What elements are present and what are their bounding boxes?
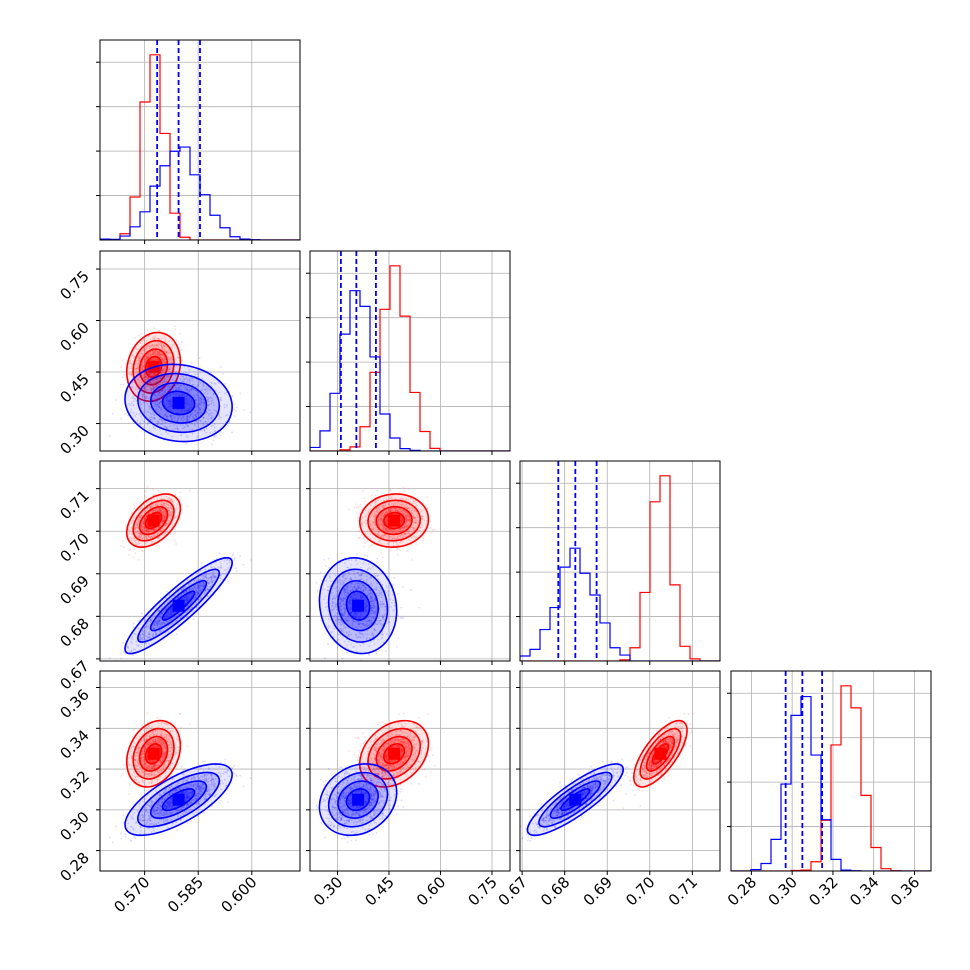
histogram-blue	[520, 547, 720, 661]
panel-2-1	[306, 460, 511, 665]
x-tick-label: 0.30	[310, 873, 346, 909]
panel-1-1	[306, 250, 511, 455]
panel-3-0: 0.570 0.585 0.600 0.28 0.30 0.32 0.34 0.36	[56, 670, 301, 916]
y-tick-label: 0.32	[56, 767, 92, 803]
x-tick-label: 0.36	[887, 873, 923, 909]
panel-3-2: 0.67 0.68 0.69 0.70 0.71	[495, 670, 721, 909]
x-tick-label: 0.71	[665, 873, 701, 909]
y-tick-label: 0.30	[56, 422, 92, 458]
y-tick-label: 0.28	[56, 849, 92, 885]
y-tick-label: 0.45	[56, 370, 92, 406]
x-tick-label: 0.600	[218, 873, 261, 916]
x-tick-label: 0.28	[724, 873, 760, 909]
density-peak-red	[654, 747, 667, 760]
y-tick-label: 0.70	[56, 529, 92, 565]
x-tick-label: 0.30	[765, 873, 801, 909]
axes-frame	[730, 670, 932, 872]
density-peak-red	[388, 747, 401, 760]
x-tick-label: 0.68	[537, 873, 573, 909]
density-peak-red	[147, 514, 160, 527]
x-tick-label: 0.69	[580, 873, 616, 909]
y-tick-label: 0.30	[56, 808, 92, 844]
panels: 0.300.450.600.750.670.680.690.700.710.57…	[56, 39, 932, 916]
panel-0-0	[96, 39, 301, 244]
scatter-red	[348, 712, 436, 810]
x-tick-label: 0.60	[413, 873, 449, 909]
y-tick-label: 0.60	[56, 319, 92, 355]
density-peak-blue	[172, 793, 185, 806]
density-peak-blue	[172, 599, 185, 612]
axes-frame	[99, 670, 301, 872]
x-tick-label: 0.45	[361, 873, 397, 909]
histogram-red	[731, 685, 931, 871]
panel-3-1: 0.30 0.45 0.60 0.75	[306, 670, 511, 909]
histogram-blue	[310, 290, 510, 451]
density-peak-blue	[172, 396, 185, 409]
x-tick-label: 0.67	[495, 873, 531, 909]
x-tick-label: 0.585	[164, 873, 207, 916]
y-tick-label: 0.36	[56, 686, 92, 722]
panel-1-0: 0.30 0.45 0.60 0.75	[56, 250, 301, 458]
density-peak-blue	[569, 793, 582, 806]
y-tick-label: 0.34	[56, 726, 92, 762]
y-tick-label: 0.67	[56, 657, 92, 693]
axes-frame	[309, 460, 511, 662]
density-peak-blue	[352, 599, 365, 612]
panel-3-3: 0.28 0.30 0.32 0.34 0.36	[724, 670, 932, 909]
y-tick-label: 0.69	[56, 572, 92, 608]
histogram-blue	[731, 695, 931, 871]
x-tick-label: 0.34	[846, 873, 882, 909]
x-tick-label: 0.70	[622, 873, 658, 909]
x-tick-label: 0.32	[805, 873, 841, 909]
axes-frame	[309, 670, 511, 872]
axes-frame	[99, 39, 301, 241]
axes-frame	[519, 670, 721, 872]
density-peak-blue	[352, 793, 365, 806]
x-tick-label: 0.75	[464, 873, 500, 909]
histogram-red	[310, 265, 510, 451]
y-tick-label: 0.71	[56, 487, 92, 523]
axes-frame	[99, 460, 301, 662]
histogram-red	[100, 54, 300, 240]
axes-frame	[99, 250, 301, 452]
axes-frame	[519, 460, 721, 662]
axes-frame	[309, 250, 511, 452]
density-peak-red	[388, 514, 401, 527]
y-tick-label: 0.75	[56, 267, 92, 303]
x-tick-label: 0.570	[110, 873, 153, 916]
y-tick-label: 0.68	[56, 614, 92, 650]
panel-2-0: 0.67 0.68 0.69 0.70 0.71	[56, 460, 301, 693]
panel-2-2	[516, 460, 721, 665]
density-peak-red	[147, 747, 160, 760]
histogram-red	[520, 475, 720, 661]
